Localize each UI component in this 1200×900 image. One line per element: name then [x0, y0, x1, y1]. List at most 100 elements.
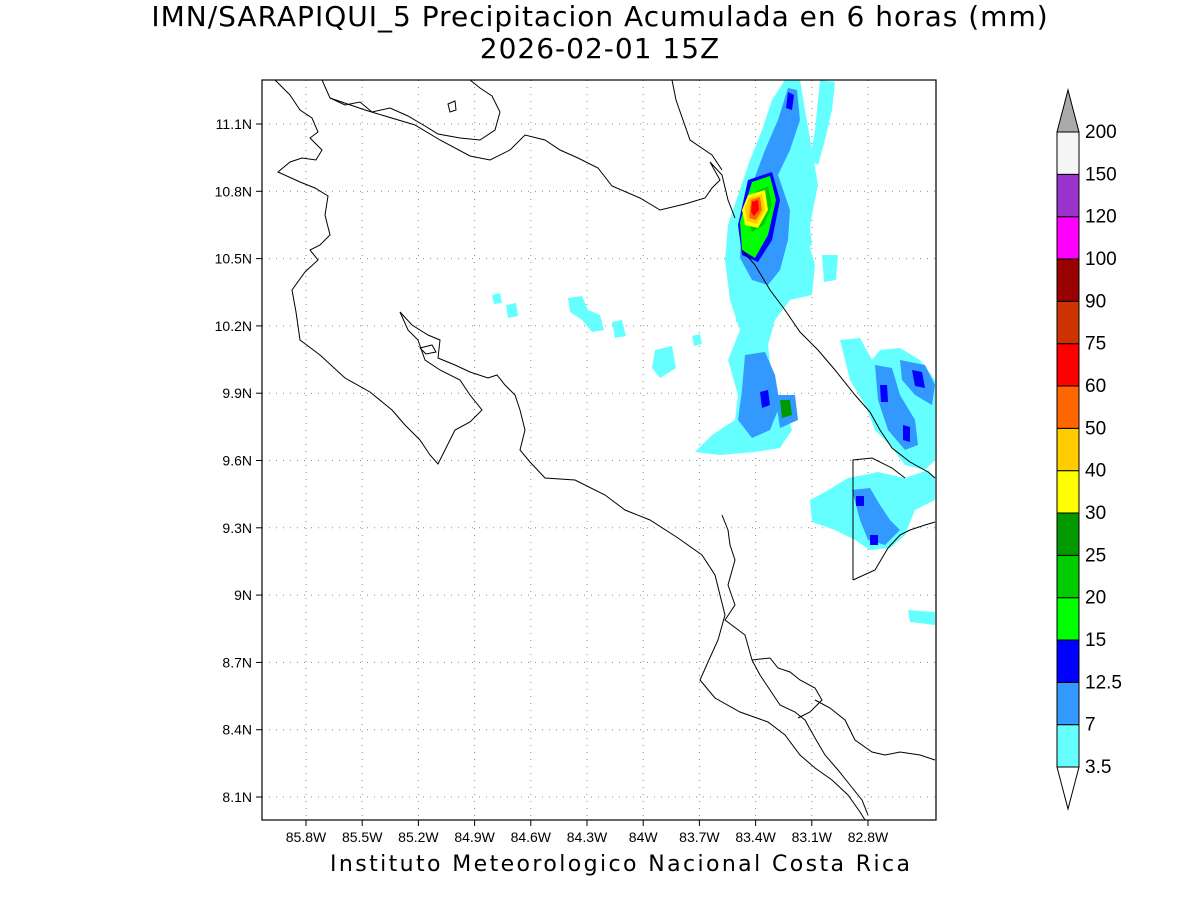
colorbar-box [1056, 681, 1080, 726]
pacific-coast [399, 311, 866, 821]
lon-tick-label: 83.4W [735, 829, 776, 845]
north-coast [321, 79, 501, 141]
precip-area-light [568, 296, 604, 332]
caribbean-coast [741, 249, 936, 479]
island [419, 344, 437, 355]
lat-tick-label: 10.2N [215, 318, 252, 334]
panama-border [852, 457, 906, 580]
precip-area-light [612, 320, 626, 338]
osa-peninsula [721, 514, 869, 816]
colorbar-level-label: 150 [1085, 164, 1117, 185]
lat-tick-label: 10.8N [215, 183, 252, 199]
precip-area-medium [738, 352, 780, 438]
colorbar-level-label: 90 [1085, 291, 1106, 312]
precip-area-light [795, 228, 812, 250]
lat-tick-label: 9N [234, 587, 252, 603]
colorbar-level-label: 40 [1085, 461, 1106, 482]
precip-area-light [492, 293, 502, 304]
grid-lines [262, 80, 936, 820]
golfo-dulce [751, 657, 823, 719]
precip-area-light [810, 80, 835, 165]
lon-tick-label: 84W [629, 829, 659, 845]
lon-tick-label: 85.8W [286, 829, 327, 845]
precip-area-light [908, 610, 935, 625]
lon-tick-label: 84.3W [567, 829, 608, 845]
colorbar-legend: 3.5 7 12.5 15 20 25 30 40 50 60 75 90 100 120 150 200 [1056, 88, 1122, 811]
precip-area-light [692, 334, 702, 346]
nicaragua-lake-shore [274, 79, 483, 465]
colorbar-level-label: 75 [1085, 334, 1106, 355]
colorbar-box [1056, 512, 1080, 556]
precip-area-light [652, 346, 676, 378]
lat-tick-label: 8.1N [222, 789, 252, 805]
colorbar-level-label: 50 [1085, 418, 1106, 439]
colorbar-box [1056, 427, 1080, 472]
lake-island [447, 100, 457, 113]
colorbar-level-label: 3.5 [1085, 757, 1111, 778]
precip-area-light [506, 303, 518, 318]
map-frame [261, 79, 937, 821]
colorbar-level-label: 15 [1085, 630, 1106, 651]
longitude-axis: 85.8W 85.5W 85.2W 84.9W 84.6W 84.3W 84W 83.7W 83… [286, 820, 889, 845]
colorbar-box [1056, 724, 1080, 768]
lat-tick-label: 8.7N [222, 654, 252, 670]
colorbar-box [1056, 258, 1080, 302]
precip-area-dark [870, 535, 878, 545]
northeast-river [671, 79, 723, 171]
colorbar-box [1056, 470, 1080, 514]
precip-area-light [735, 298, 746, 322]
colorbar-level-label: 60 [1085, 376, 1106, 397]
footer-credit: Instituto Meteorologico Nacional Costa R… [330, 852, 913, 877]
south-coast [814, 699, 936, 761]
colorbar-level-label: 12.5 [1085, 672, 1122, 693]
colorbar-box [1056, 300, 1080, 345]
lat-tick-label: 9.3N [222, 520, 252, 536]
precip-area-dark [760, 390, 770, 408]
lon-tick-label: 84.6W [511, 829, 552, 845]
lon-tick-label: 85.5W [342, 829, 383, 845]
precip-area-dark [912, 370, 925, 388]
lon-tick-label: 83.1W [792, 829, 833, 845]
lat-tick-label: 9.6N [222, 453, 252, 469]
lat-tick-label: 10.5N [215, 251, 252, 267]
precip-area-core [751, 200, 759, 216]
colorbar-box [1056, 216, 1080, 260]
colorbar-box [1056, 597, 1080, 641]
colorbar-box [1056, 173, 1080, 218]
precip-area-light [822, 255, 838, 282]
colorbar-box [1056, 385, 1080, 429]
precip-area-dark [880, 385, 888, 402]
colorbar-level-label: 7 [1085, 715, 1096, 736]
lon-tick-label: 84.9W [454, 829, 495, 845]
lat-tick-label: 9.9N [222, 385, 252, 401]
nicaragua-border [329, 97, 736, 219]
lon-tick-label: 83.7W [679, 829, 720, 845]
colorbar-level-label: 120 [1085, 207, 1117, 228]
colorbar-box [1056, 639, 1080, 683]
colorbar-box [1056, 554, 1080, 599]
lat-tick-label: 11.1N [216, 116, 252, 132]
precip-area-dark [903, 425, 910, 442]
map-subtitle-date: 2026-02-01 15Z [479, 32, 721, 65]
precip-area-green [780, 400, 792, 418]
colorbar-box [1056, 131, 1080, 175]
colorbar-level-label: 200 [1085, 122, 1117, 143]
colorbar-level-label: 30 [1085, 503, 1106, 524]
colorbar-min-arrow [1056, 766, 1080, 811]
country-outlines [274, 79, 936, 821]
latitude-axis: 11.1N 10.8N 10.5N 10.2N 9.9N 9.6N 9.3N 9N 8.7N 8.… [215, 116, 262, 805]
colorbar-level-label: 25 [1085, 545, 1106, 566]
lat-tick-label: 8.4N [222, 722, 252, 738]
colorbar-level-label: 20 [1085, 588, 1106, 609]
precip-area-dark [856, 496, 864, 506]
colorbar-max-arrow [1056, 88, 1080, 133]
panama-coast [852, 521, 936, 581]
precipitation-field [492, 80, 935, 625]
precip-area-dark [786, 92, 794, 110]
map-title: IMN/SARAPIQUI_5 Precipitacion Acumulada … [151, 0, 1049, 33]
colorbar-box [1056, 343, 1080, 387]
lon-tick-label: 82.8W [848, 829, 889, 845]
colorbar-level-label: 100 [1085, 249, 1117, 270]
lon-tick-label: 85.2W [398, 829, 439, 845]
